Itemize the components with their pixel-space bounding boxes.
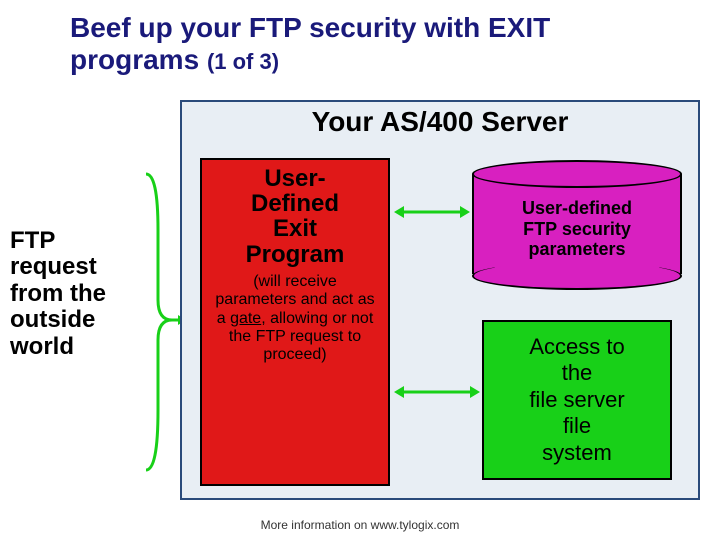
exit-program-title: User- Defined Exit Program [212, 166, 378, 267]
arrow-to-access [392, 382, 482, 402]
ftp-request-label: FTP request from the outside world [10, 228, 150, 360]
server-title: Your AS/400 Server [182, 106, 698, 138]
arrow-to-cylinder [392, 202, 472, 222]
exit-program-body: (will receive parameters and act as a ga… [212, 273, 378, 365]
exit-program-box: User- Defined Exit Program (will receive… [200, 158, 390, 486]
footer-text: More information on www.tylogix.com [0, 518, 720, 532]
slide-title: Beef up your FTP security with EXIT prog… [70, 12, 700, 76]
parameters-cylinder: User-defined FTP security parameters [472, 160, 682, 290]
title-line1: Beef up your FTP security with EXIT [70, 12, 550, 43]
access-box: Access to the file server file system [482, 320, 672, 480]
cylinder-label: User-defined FTP security parameters [472, 198, 682, 260]
title-line2b: (1 of 3) [207, 49, 279, 74]
server-container: Your AS/400 Server User- Defined Exit Pr… [180, 100, 700, 500]
title-line2a: programs [70, 44, 199, 75]
bracket-icon [140, 170, 170, 470]
